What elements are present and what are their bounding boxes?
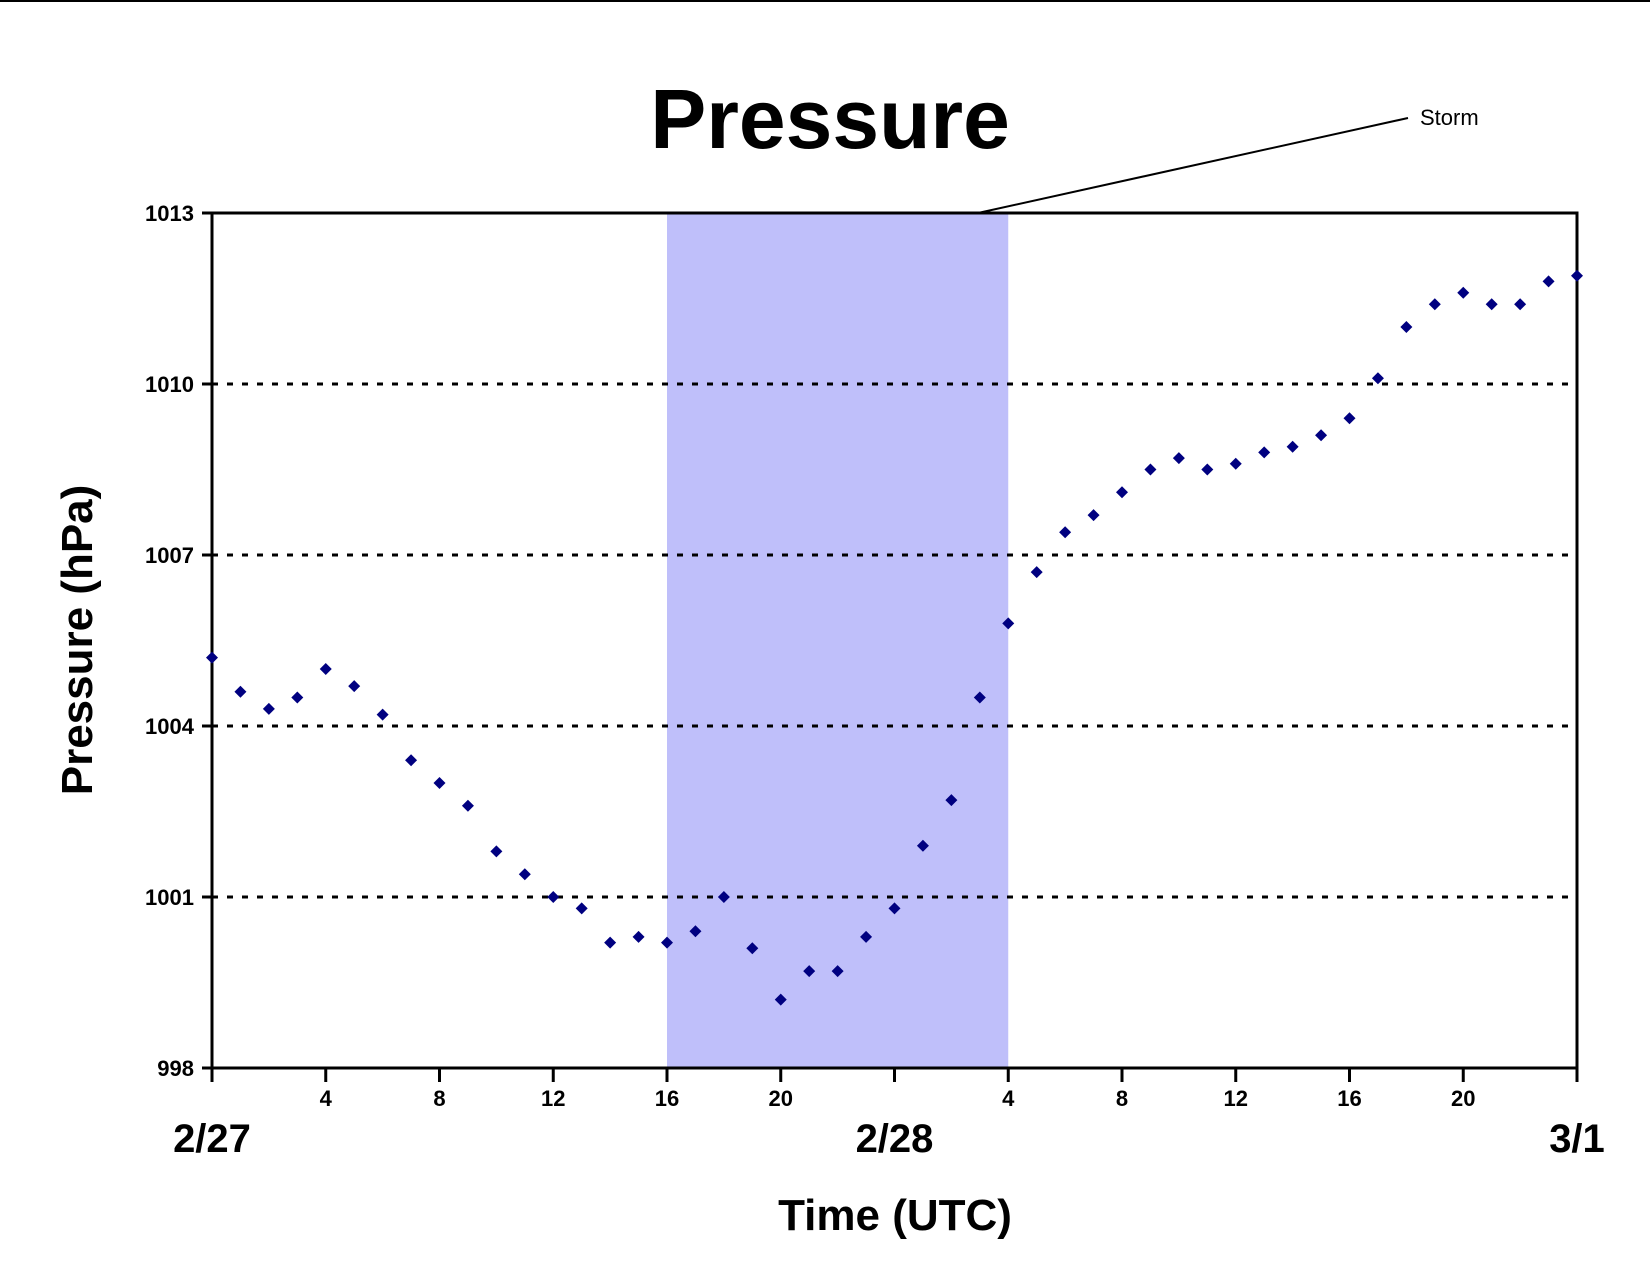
date-label: 2/27 <box>173 1117 251 1161</box>
data-point <box>1542 275 1555 288</box>
data-point <box>1116 486 1128 499</box>
y-tick-label: 1010 <box>145 372 194 397</box>
data-point <box>319 663 332 675</box>
data-point <box>661 936 673 949</box>
x-tick-label: 16 <box>1337 1086 1361 1111</box>
data-point <box>1514 298 1527 311</box>
data-point <box>632 930 645 943</box>
data-point <box>1087 509 1100 522</box>
data-point <box>575 902 588 915</box>
data-point <box>803 965 816 978</box>
date-label: 3/1 <box>1549 1117 1605 1161</box>
data-point <box>1428 298 1441 311</box>
date-label: 2/28 <box>856 1117 934 1161</box>
data-point <box>604 936 617 949</box>
top-rule <box>0 0 1650 2</box>
x-tick-label: 12 <box>541 1086 565 1111</box>
x-tick-label: 8 <box>433 1086 445 1111</box>
plot-area: 998 1001 1004 1007 1010 1013 4 8 12 16 20 4 8 12 16 20 2… <box>145 105 1605 1161</box>
data-point <box>433 777 446 789</box>
data-point <box>348 680 361 693</box>
y-tick-label: 1001 <box>145 885 194 910</box>
data-point <box>1258 446 1271 459</box>
data-point <box>1172 452 1185 465</box>
data-point <box>774 993 787 1006</box>
data-point <box>1315 429 1328 442</box>
data-point <box>518 868 531 881</box>
x-axis-label: Time (UTC) <box>778 1191 1012 1240</box>
y-tick-label: 1013 <box>145 201 194 226</box>
data-point <box>1286 440 1299 453</box>
x-tick-label: 20 <box>769 1086 793 1111</box>
x-tick-label: 12 <box>1224 1086 1248 1111</box>
data-point <box>945 794 958 807</box>
data-point <box>1485 298 1498 311</box>
data-point <box>689 925 702 938</box>
x-tick-label: 16 <box>655 1086 679 1111</box>
data-point <box>1229 457 1242 470</box>
x-tick-label: 20 <box>1451 1086 1475 1111</box>
storm-callout-line <box>977 117 1409 214</box>
data-point <box>746 942 759 955</box>
chart-title: Pressure <box>650 72 1010 166</box>
data-point <box>1201 463 1214 476</box>
data-point <box>831 965 844 978</box>
data-point <box>1371 372 1384 385</box>
data-point <box>1400 321 1413 333</box>
data-point <box>1343 412 1356 425</box>
data-point <box>547 891 560 903</box>
data-point <box>973 691 986 704</box>
data-point <box>916 839 929 852</box>
data-point <box>291 691 304 704</box>
data-point <box>461 799 474 812</box>
y-tick-label: 1007 <box>145 543 194 568</box>
data-point <box>888 902 901 915</box>
storm-callout-label: Storm <box>1420 105 1479 130</box>
storm-region <box>667 213 1009 1068</box>
data-point <box>1457 286 1470 299</box>
y-tick-label: 998 <box>157 1056 194 1081</box>
y-tick-label: 1004 <box>145 714 195 739</box>
data-point <box>206 651 218 664</box>
data-point <box>860 930 873 943</box>
data-point <box>1059 526 1072 539</box>
data-point <box>1002 617 1015 630</box>
y-axis-label: Pressure (hPa) <box>53 485 102 796</box>
data-point <box>376 708 389 721</box>
data-point <box>262 702 275 715</box>
x-tick-label: 8 <box>1116 1086 1128 1111</box>
data-point <box>1030 566 1043 579</box>
data-point <box>1144 463 1157 476</box>
x-tick-label: 4 <box>320 1086 333 1111</box>
data-point <box>1571 269 1583 282</box>
data-point <box>405 754 418 767</box>
data-point <box>490 845 503 858</box>
data-point <box>717 891 730 903</box>
data-point <box>234 685 247 698</box>
x-tick-label: 4 <box>1002 1086 1015 1111</box>
